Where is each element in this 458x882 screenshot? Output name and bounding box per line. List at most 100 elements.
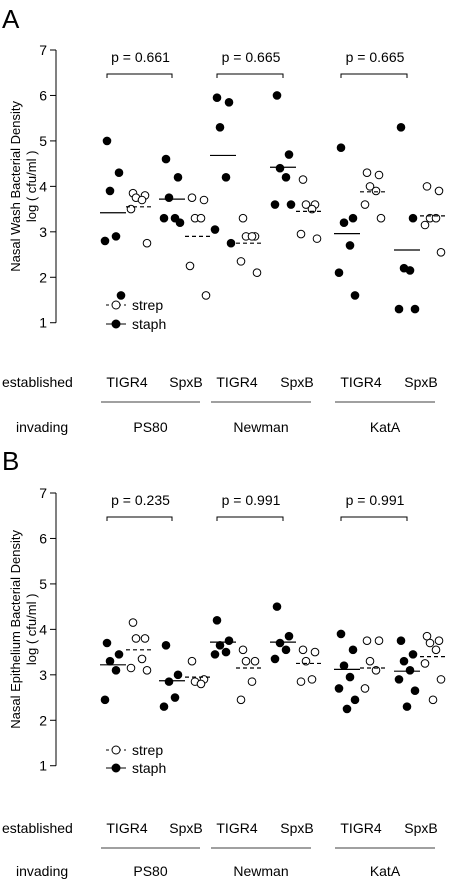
staph-point <box>334 268 344 278</box>
strep-point <box>436 675 446 684</box>
invading-label: Newman <box>233 419 288 435</box>
y-axis-label-units: log ( cfu/ml ) <box>24 151 39 223</box>
y-axis-label: Nasal Wash Bacterial Density <box>8 100 23 271</box>
staph-point <box>405 266 415 275</box>
invading-label: PS80 <box>133 419 167 435</box>
invading-label: PS80 <box>133 863 167 879</box>
staph-point <box>224 97 234 107</box>
staph-point <box>396 122 406 132</box>
strep-point <box>187 656 197 666</box>
legend-staph-label: staph <box>132 760 166 776</box>
strep-point <box>376 213 386 223</box>
strep-point <box>185 261 195 271</box>
established-label: SpxB <box>404 374 437 390</box>
staph-point <box>114 168 124 178</box>
staph-point <box>284 631 294 641</box>
staph-point <box>212 615 222 625</box>
staph-point <box>105 656 115 666</box>
established-label: SpxB <box>404 820 437 836</box>
panel-b: B 1 2 3 4 5 6 7 Nasal Epithelium Bacterial Densi… <box>2 446 446 879</box>
strep-point <box>296 677 306 686</box>
strep-point <box>131 634 141 643</box>
p-value-bracket <box>216 73 284 78</box>
staph-point <box>102 136 112 146</box>
legend-staph-marker <box>111 319 121 329</box>
strep-point <box>247 677 257 686</box>
staph-point <box>161 154 171 164</box>
staph-point <box>221 647 231 657</box>
staph-point <box>396 636 406 646</box>
established-row-label: established <box>2 820 73 836</box>
legend-strep-label: strep <box>132 297 163 313</box>
staph-point <box>394 304 404 314</box>
strep-point <box>128 618 138 627</box>
staph-point <box>116 291 126 300</box>
staph-point <box>408 213 418 223</box>
strep-point <box>312 234 322 243</box>
staph-point <box>175 218 185 228</box>
strep-point <box>201 291 211 300</box>
staph-point <box>286 200 296 209</box>
invading-label: Newman <box>233 863 288 879</box>
staph-point <box>275 638 285 648</box>
strep-point <box>142 665 152 675</box>
staph-point <box>224 636 234 646</box>
strep-point <box>199 195 209 205</box>
p-value-bracket <box>340 516 408 521</box>
staph-point <box>170 693 180 702</box>
y-axis-label-units: log ( cfu/ml ) <box>24 594 39 666</box>
strep-point <box>365 656 375 666</box>
staph-point <box>100 236 110 246</box>
strep-point <box>362 168 372 178</box>
p-value-label: p = 0.991 <box>346 492 405 508</box>
p-value-bracket <box>106 73 173 78</box>
staph-point <box>334 684 344 693</box>
strep-point <box>434 636 444 646</box>
p-value-label: p = 0.235 <box>111 492 170 508</box>
established-label: TIGR4 <box>106 374 147 390</box>
staph-point <box>402 702 412 711</box>
strep-point <box>247 232 257 241</box>
staph-point <box>159 213 169 223</box>
staph-point <box>348 213 358 223</box>
staph-point <box>350 695 360 705</box>
strep-point <box>196 213 206 223</box>
staph-point <box>173 172 183 182</box>
y-tick-label: 1 <box>39 315 47 331</box>
strep-point <box>238 213 248 223</box>
p-value-bracket <box>106 516 173 521</box>
established-label: SpxB <box>280 374 313 390</box>
invading-row-label: invading <box>16 419 68 435</box>
staph-point <box>408 650 418 659</box>
staph-point <box>270 654 280 664</box>
strep-point <box>374 636 384 646</box>
established-label: TIGR4 <box>340 820 381 836</box>
staph-point <box>272 602 282 611</box>
strep-point <box>137 654 147 664</box>
established-label: SpxB <box>169 374 202 390</box>
staph-point <box>210 650 220 659</box>
established-label: TIGR4 <box>216 374 257 390</box>
established-row-label: established <box>2 374 73 390</box>
staph-point <box>173 670 183 680</box>
staph-point <box>215 640 225 650</box>
staph-point <box>339 661 349 671</box>
strep-point <box>137 195 147 205</box>
y-tick-label: 6 <box>39 87 47 103</box>
staph-point <box>212 93 222 103</box>
staph-point <box>284 150 294 159</box>
strep-point <box>126 663 136 673</box>
staph-point <box>410 686 420 696</box>
staph-point <box>159 702 169 711</box>
panel-label: A <box>2 4 20 34</box>
staph-point <box>221 172 231 182</box>
staph-point <box>215 122 225 132</box>
staph-point <box>100 695 110 705</box>
strep-point <box>420 659 430 668</box>
p-value-bracket <box>340 73 408 78</box>
strep-point <box>365 182 375 191</box>
staph-point <box>410 304 420 314</box>
panel-label: B <box>2 446 19 476</box>
y-tick-label: 7 <box>39 485 47 501</box>
p-value-label: p = 0.665 <box>222 49 281 65</box>
